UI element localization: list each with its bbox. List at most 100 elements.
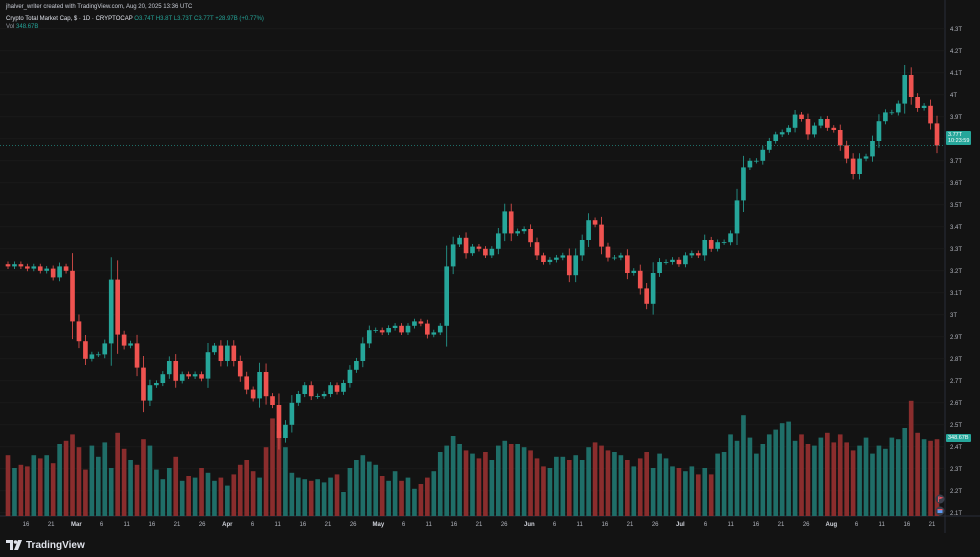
- volume-bar: [554, 456, 559, 516]
- volume-bar: [644, 452, 650, 516]
- candle-body: [302, 385, 308, 394]
- volume-bar: [702, 468, 708, 516]
- price-tick-label: 2.8T: [950, 357, 962, 363]
- candle-body: [37, 266, 43, 271]
- volume-bar: [695, 474, 701, 516]
- candle-body: [225, 345, 230, 361]
- candle-body: [502, 211, 508, 234]
- candle-body: [366, 330, 372, 344]
- time-tick-label: 6: [402, 522, 406, 528]
- volume-bar: [934, 439, 940, 516]
- tradingview-logo[interactable]: TradingView: [6, 540, 85, 551]
- volume-bar: [134, 464, 140, 516]
- candle-body: [825, 119, 830, 128]
- price-tick-label: 3.4T: [950, 225, 962, 231]
- candle-body: [237, 361, 243, 377]
- time-tick-label: 21: [174, 522, 181, 528]
- volume-bar: [586, 447, 591, 516]
- time-tick-label: 26: [199, 522, 206, 528]
- symbol-legend[interactable]: Crypto Total Market Cap, $ · 1D · CRYPTO…: [6, 16, 264, 22]
- price-axis: 4.3T4.2T4.1T4T3.9T3.8T3.7T3.6T3.5T3.4T3.…: [950, 27, 962, 517]
- candle-body: [108, 279, 114, 344]
- time-tick-label: 21: [476, 522, 483, 528]
- volume-bar: [83, 469, 88, 516]
- volume-bar: [354, 460, 359, 516]
- time-tick-label: 26: [501, 522, 508, 528]
- volume-bar: [315, 479, 320, 516]
- volume-bar: [141, 439, 146, 516]
- volume-bar: [199, 468, 204, 516]
- event-icon[interactable]: [935, 506, 945, 516]
- volume-bar: [270, 418, 275, 516]
- volume-bar: [18, 464, 24, 516]
- candle-body: [425, 323, 430, 335]
- candle-body: [605, 246, 611, 258]
- time-tick-label: 16: [903, 522, 910, 528]
- price-tick-label: 4.2T: [950, 49, 962, 55]
- candle-body: [715, 242, 720, 249]
- candle-body: [276, 405, 282, 438]
- price-tick-label: 2.1T: [950, 511, 962, 517]
- volume-legend[interactable]: Vol 348.67B: [6, 24, 38, 30]
- candle-body: [812, 125, 817, 135]
- candle-body: [844, 145, 850, 159]
- candle-body: [618, 255, 624, 258]
- time-tick-label: 21: [929, 522, 936, 528]
- flag-icon[interactable]: [935, 494, 945, 504]
- candle-body: [734, 200, 740, 234]
- volume-bar: [63, 440, 69, 516]
- candle-body: [760, 149, 766, 161]
- candle-body: [192, 374, 198, 377]
- price-tick-label: 3T: [950, 313, 957, 319]
- candle-body: [347, 369, 353, 383]
- candle-body: [508, 211, 514, 234]
- time-tick-label: 11: [124, 522, 131, 528]
- candle-body: [457, 237, 462, 245]
- volume-bar: [870, 453, 875, 516]
- price-tick-label: 4.3T: [950, 27, 962, 33]
- candle-body: [515, 231, 520, 234]
- time-tick-label: 16: [601, 522, 608, 528]
- last-price-badge: 3.77T 10:23:59: [946, 131, 972, 145]
- volume-bar: [392, 471, 398, 516]
- volume-bar: [57, 444, 62, 516]
- volume-bar: [341, 492, 346, 516]
- candle-body: [160, 374, 166, 383]
- candle-body: [612, 257, 617, 259]
- bar-countdown: 10:23:59: [948, 138, 970, 144]
- volume-bar: [218, 477, 224, 516]
- footer-bar: [0, 533, 980, 557]
- candle-body: [289, 402, 295, 425]
- volume-bar: [528, 450, 533, 516]
- candle-body: [689, 253, 695, 256]
- volume-value: 348.67B: [16, 24, 39, 30]
- volume-bar: [37, 458, 43, 516]
- candle-body: [721, 242, 727, 243]
- candle-body: [212, 345, 217, 353]
- volume-bar: [747, 437, 753, 516]
- candle-body: [360, 343, 366, 361]
- volume-bar: [147, 445, 153, 516]
- candle-body: [128, 343, 133, 346]
- candle-body: [431, 332, 437, 335]
- candle-body: [354, 361, 359, 370]
- candle-body: [528, 229, 533, 243]
- candle-body: [244, 376, 250, 390]
- candle-body: [695, 253, 701, 256]
- time-tick-label: 6: [100, 522, 104, 528]
- volume-bar: [328, 477, 333, 516]
- volume-bar: [831, 442, 837, 516]
- candle-body: [186, 374, 191, 377]
- volume-bar: [754, 453, 759, 516]
- volume-bar: [44, 455, 50, 516]
- volume-bar: [657, 453, 662, 516]
- candle-body: [579, 240, 585, 256]
- volume-bar: [70, 434, 75, 516]
- candle-body: [863, 156, 869, 159]
- time-tick-label: 16: [450, 522, 457, 528]
- candle-body: [463, 237, 469, 254]
- volume-bar: [295, 477, 301, 516]
- candle-body: [637, 270, 643, 289]
- volume-bar: [521, 447, 527, 516]
